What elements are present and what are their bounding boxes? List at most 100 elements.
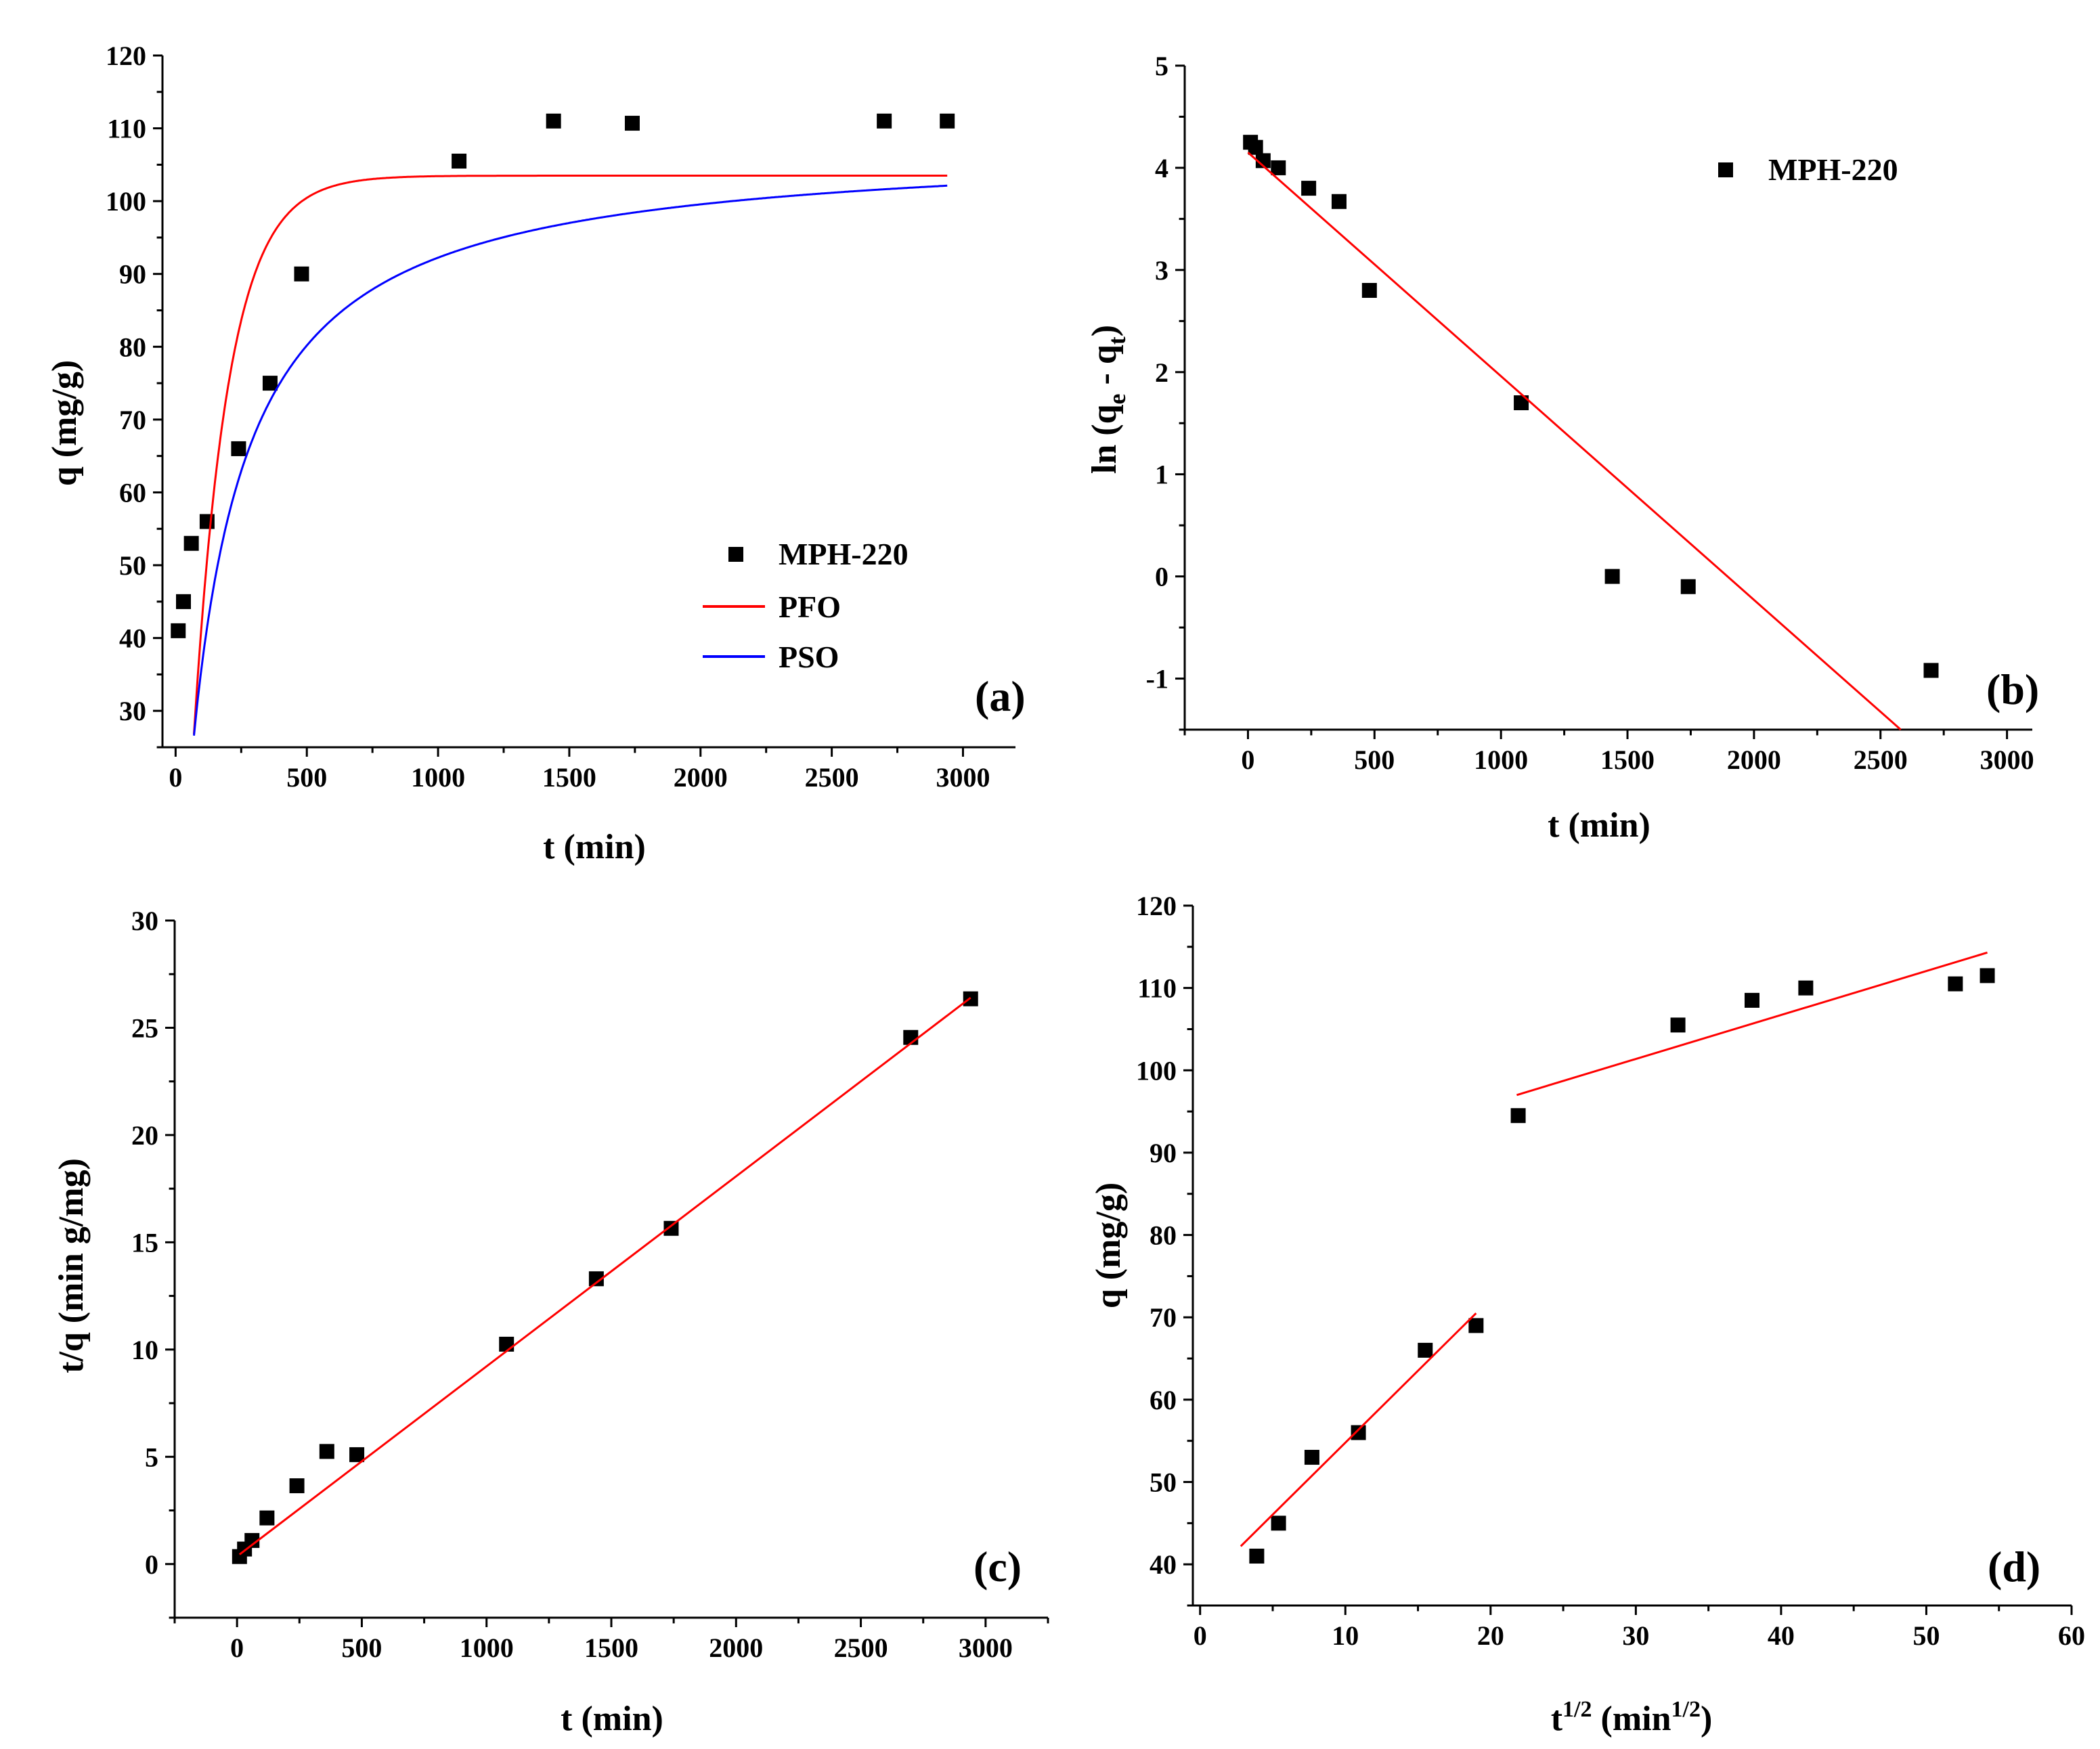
x-tick-label: 2500 (805, 762, 859, 793)
data-point (663, 1220, 679, 1236)
data-point (199, 514, 215, 529)
data-point (1361, 283, 1377, 298)
panel-c: (c) t (min) t/q (min g/mg) 0 500 1000 1500 2… (52, 906, 1049, 1738)
x-tick-label: 1000 (1474, 745, 1528, 775)
x-tick-label: 1000 (460, 1633, 514, 1663)
data-point (176, 594, 192, 609)
x-tick-label: 2000 (1727, 745, 1781, 775)
y-tick-label: 15 (131, 1227, 158, 1258)
y-axis-label: t/q (min g/mg) (52, 1158, 91, 1373)
x-tick-label: 500 (341, 1633, 382, 1663)
y-tick-label: 40 (119, 623, 146, 654)
panel-label: (a) (975, 672, 1026, 720)
fit-line (238, 996, 971, 1555)
x-tick-label: 500 (1354, 745, 1395, 775)
x-tick-label: 2000 (674, 762, 728, 793)
y-tick-label: 110 (1137, 973, 1177, 1004)
y-tick-label: 60 (119, 477, 146, 508)
y-tick-label: 120 (106, 41, 146, 71)
data-point (1331, 194, 1347, 209)
y-tick-label: 30 (131, 906, 158, 936)
data-point (1604, 569, 1620, 584)
data-point (1304, 1450, 1319, 1465)
data-point (1745, 992, 1759, 1008)
x-tick-label: 50 (1912, 1620, 1940, 1651)
data-point (1255, 153, 1271, 169)
data-point (1271, 160, 1286, 175)
x-tick-label: 2500 (834, 1633, 888, 1663)
legend-label-pfo: PFO (779, 590, 841, 624)
y-tick-label: 60 (1150, 1385, 1177, 1415)
data-point (319, 1444, 334, 1459)
panel-d: (d) t1/2 (min1/2) q (mg/g) 0 10 20 30 40 50 60… (1089, 891, 2085, 1738)
y-tick-label: 20 (131, 1120, 158, 1151)
legend-label-mph-220: MPH-220 (779, 537, 909, 571)
y-tick-label: 10 (131, 1335, 158, 1365)
y-tick-label: 25 (131, 1013, 158, 1043)
data-point (1798, 980, 1814, 996)
x-tick-label: 30 (1622, 1620, 1649, 1651)
x-tick-label: 2500 (1854, 745, 1908, 775)
x-axis-label: t (min) (543, 828, 646, 866)
x-tick-label: 1000 (411, 762, 465, 793)
data-point (1468, 1318, 1484, 1333)
x-axis-label: t (min) (1548, 806, 1650, 845)
panel-a: (a) t (min) q (mg/g) MPH-220 PFO PSO 0 50… (45, 41, 1026, 866)
y-tick-label: 70 (1150, 1302, 1177, 1333)
data-point (349, 1447, 365, 1463)
x-tick-label: 60 (2058, 1620, 2085, 1651)
data-point (588, 1271, 604, 1287)
legend-label-pso: PSO (779, 640, 839, 674)
y-tick-label: 0 (145, 1549, 158, 1580)
legend-label-mph-220: MPH-220 (1768, 152, 1898, 187)
x-axis-label: t (min) (561, 1700, 663, 1738)
y-tick-label: -1 (1146, 664, 1168, 694)
data-point (940, 113, 955, 129)
y-tick-label: 120 (1136, 891, 1177, 921)
data-point (1248, 139, 1263, 155)
data-point (1418, 1342, 1433, 1358)
data-point (1948, 976, 1963, 992)
y-tick-label: 50 (119, 550, 146, 581)
y-tick-label: 5 (1155, 51, 1168, 81)
panel-label: (d) (1988, 1543, 2040, 1591)
data-point (231, 441, 246, 456)
y-tick-label: 100 (106, 186, 146, 217)
y-tick-label: 90 (1150, 1138, 1177, 1168)
fit-line (1240, 1312, 1477, 1547)
x-tick-label: 3000 (1980, 745, 2034, 775)
fit-line (1247, 152, 1902, 731)
x-tick-label: 0 (230, 1633, 244, 1663)
x-tick-label: 3000 (936, 762, 990, 793)
data-point (624, 116, 640, 131)
pfo-curve (193, 175, 948, 734)
data-point (452, 153, 467, 169)
data-point (289, 1478, 305, 1494)
data-point (1351, 1425, 1366, 1440)
pso-curve (193, 184, 948, 736)
y-tick-label: 70 (119, 405, 146, 435)
y-tick-label: 40 (1150, 1549, 1177, 1580)
data-point (1301, 181, 1317, 196)
data-point (244, 1532, 260, 1548)
y-tick-label: 80 (1150, 1220, 1177, 1251)
legend: MPH-220 PFO PSO (703, 537, 909, 674)
y-tick-label: 1 (1155, 460, 1168, 490)
y-tick-label: 0 (1155, 562, 1168, 592)
y-tick-label: 100 (1136, 1055, 1177, 1086)
data-point (1670, 1017, 1686, 1033)
data-point (1680, 579, 1696, 594)
data-point (294, 266, 309, 282)
data-point (877, 113, 892, 129)
x-tick-label: 0 (1241, 745, 1254, 775)
fit-line (1516, 951, 1988, 1097)
x-tick-label: 2000 (709, 1633, 763, 1663)
data-point (1923, 663, 1939, 678)
legend-marker-mph-220 (728, 547, 743, 562)
y-tick-label: 3 (1155, 255, 1168, 286)
legend: MPH-220 (1718, 152, 1898, 187)
data-point (262, 376, 278, 391)
x-tick-label: 20 (1477, 1620, 1504, 1651)
y-tick-label: 2 (1155, 357, 1168, 388)
panel-label: (b) (1986, 665, 2039, 713)
